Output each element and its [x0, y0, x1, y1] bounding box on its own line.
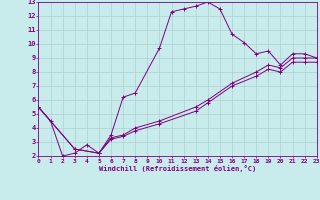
X-axis label: Windchill (Refroidissement éolien,°C): Windchill (Refroidissement éolien,°C) [99, 165, 256, 172]
